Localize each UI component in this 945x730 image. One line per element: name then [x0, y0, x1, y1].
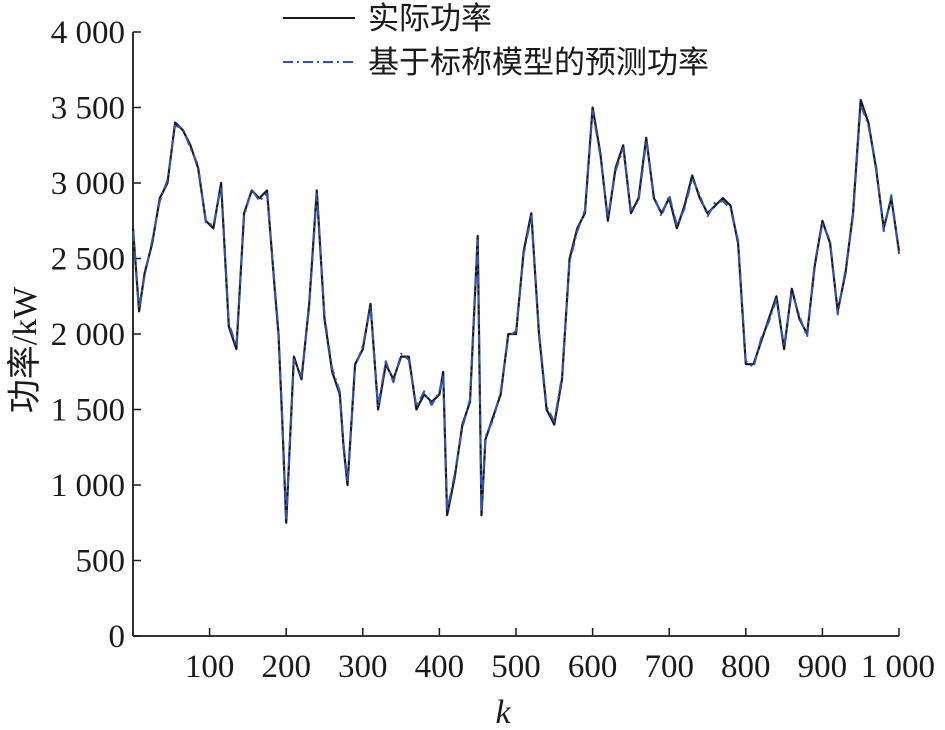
legend-label-predicted: 基于标称模型的预测功率: [368, 45, 709, 81]
series-layer: [131, 98, 901, 524]
x-tick-label: 700: [644, 649, 694, 685]
x-tick-label: 1 000: [861, 649, 935, 685]
y-tick-label: 4 000: [51, 15, 125, 51]
x-tick-label: 400: [415, 649, 465, 685]
x-tick-label: 900: [798, 649, 848, 685]
x-tick-label: 100: [185, 649, 235, 685]
x-tick-label: 800: [721, 649, 771, 685]
x-tick-label: 300: [338, 649, 388, 685]
y-tick-label: 500: [76, 544, 126, 580]
y-tick-label: 1 500: [51, 393, 125, 429]
y-tick-label: 1 000: [51, 468, 125, 504]
y-tick-label: 2 000: [51, 317, 125, 353]
y-tick-label: 3 000: [51, 166, 125, 202]
y-axis-title: 功率/kW: [6, 286, 44, 413]
x-tick-label: 200: [261, 649, 311, 685]
x-axis-title: k: [495, 694, 511, 730]
series-line-actual: [131, 98, 901, 524]
x-tick-label: 600: [568, 649, 618, 685]
ticks: 0 500 1 000 1 500 2 000 2 500 3 000 3 500 4 000 1…: [51, 15, 935, 685]
legend-label-actual: 实际功率: [368, 1, 492, 37]
series-line-predicted: [132, 103, 900, 520]
y-tick-label: 3 500: [51, 91, 125, 127]
legend: 实际功率 基于标称模型的预测功率: [283, 1, 709, 81]
y-tick-label: 2 500: [51, 242, 125, 278]
y-tick-label: 0: [109, 619, 126, 655]
x-tick-label: 500: [491, 649, 541, 685]
